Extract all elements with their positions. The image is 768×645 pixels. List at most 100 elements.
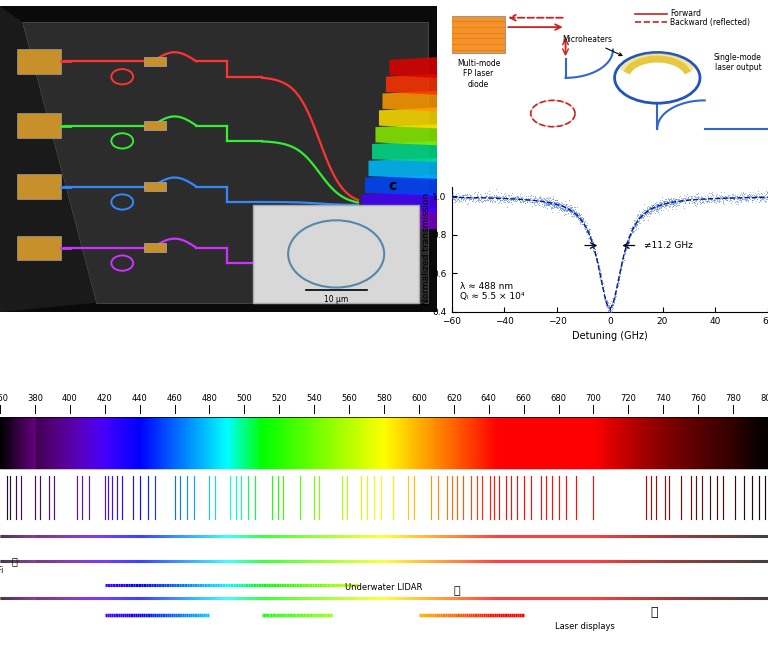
- Point: [636, 210, 648, 220]
- Point: [501, 196, 513, 206]
- Point: [642, 206, 654, 216]
- Point: [735, 193, 747, 203]
- Point: [727, 190, 739, 200]
- Point: [631, 217, 644, 228]
- Point: [542, 200, 554, 210]
- Point: [660, 197, 673, 207]
- Point: [490, 183, 502, 194]
- Point: [574, 212, 587, 223]
- Point: [470, 190, 482, 200]
- Point: [594, 265, 606, 275]
- Point: [472, 189, 484, 199]
- Point: [528, 191, 541, 201]
- Point: [485, 192, 497, 202]
- Point: [736, 193, 748, 203]
- Point: [563, 204, 575, 215]
- Point: [493, 190, 505, 201]
- Point: [565, 203, 578, 213]
- Point: [757, 193, 768, 203]
- Point: [465, 194, 477, 204]
- Point: [693, 194, 705, 204]
- Point: [482, 192, 495, 203]
- Point: [538, 197, 551, 208]
- Point: [488, 192, 500, 203]
- Point: [549, 199, 561, 210]
- Point: [568, 209, 581, 219]
- Point: [628, 215, 641, 225]
- Point: [761, 187, 768, 197]
- Point: [505, 188, 518, 199]
- Point: [600, 295, 612, 306]
- Point: [578, 219, 591, 229]
- Point: [540, 199, 552, 210]
- Point: [465, 194, 478, 204]
- Point: [572, 210, 584, 221]
- Point: [710, 190, 723, 201]
- Point: [690, 189, 702, 199]
- Point: [563, 195, 575, 205]
- Point: [753, 197, 765, 207]
- Point: [610, 284, 622, 295]
- Point: [564, 204, 576, 214]
- Point: [700, 194, 712, 204]
- Point: [458, 193, 470, 203]
- Point: [551, 201, 563, 212]
- Point: [643, 208, 655, 218]
- Point: [558, 206, 570, 216]
- Point: [550, 198, 562, 208]
- Point: [723, 194, 736, 204]
- Point: [733, 192, 745, 203]
- Point: [574, 213, 587, 224]
- Point: [482, 193, 495, 203]
- Point: [559, 203, 571, 213]
- Point: [548, 203, 560, 213]
- Point: [700, 195, 713, 206]
- Point: [760, 194, 768, 204]
- Point: [630, 218, 642, 228]
- Point: [638, 204, 650, 215]
- Point: [695, 197, 707, 207]
- Point: [446, 190, 458, 201]
- Point: [658, 197, 670, 207]
- Point: [564, 206, 576, 216]
- Point: [737, 194, 750, 204]
- Point: [722, 192, 734, 202]
- Point: [505, 192, 517, 203]
- Point: [510, 194, 522, 204]
- Point: [637, 210, 649, 221]
- Point: [753, 191, 765, 201]
- Point: [587, 243, 599, 253]
- Point: [664, 199, 676, 209]
- Point: [545, 201, 557, 212]
- Point: [576, 213, 588, 224]
- Point: [617, 254, 629, 264]
- Point: [731, 191, 743, 201]
- Point: [607, 295, 620, 306]
- Point: [597, 279, 609, 289]
- Point: [646, 200, 658, 210]
- Point: [585, 235, 598, 246]
- Point: [557, 201, 569, 211]
- Point: [638, 205, 650, 215]
- Point: [626, 226, 638, 237]
- Point: [511, 195, 523, 205]
- Point: [472, 196, 484, 206]
- Point: [642, 201, 654, 212]
- Point: [734, 195, 746, 205]
- Point: [623, 233, 635, 243]
- Point: [543, 198, 555, 208]
- Point: [470, 195, 482, 206]
- Point: [452, 188, 465, 198]
- Point: [643, 206, 655, 217]
- Point: [609, 291, 621, 301]
- Text: 360: 360: [0, 393, 8, 402]
- Point: [660, 199, 673, 210]
- Point: [624, 229, 637, 239]
- Point: [554, 204, 566, 214]
- Point: [639, 207, 651, 217]
- Point: [469, 192, 482, 203]
- Point: [684, 191, 697, 201]
- Point: [617, 249, 630, 259]
- Point: [561, 209, 573, 219]
- Point: [477, 192, 489, 203]
